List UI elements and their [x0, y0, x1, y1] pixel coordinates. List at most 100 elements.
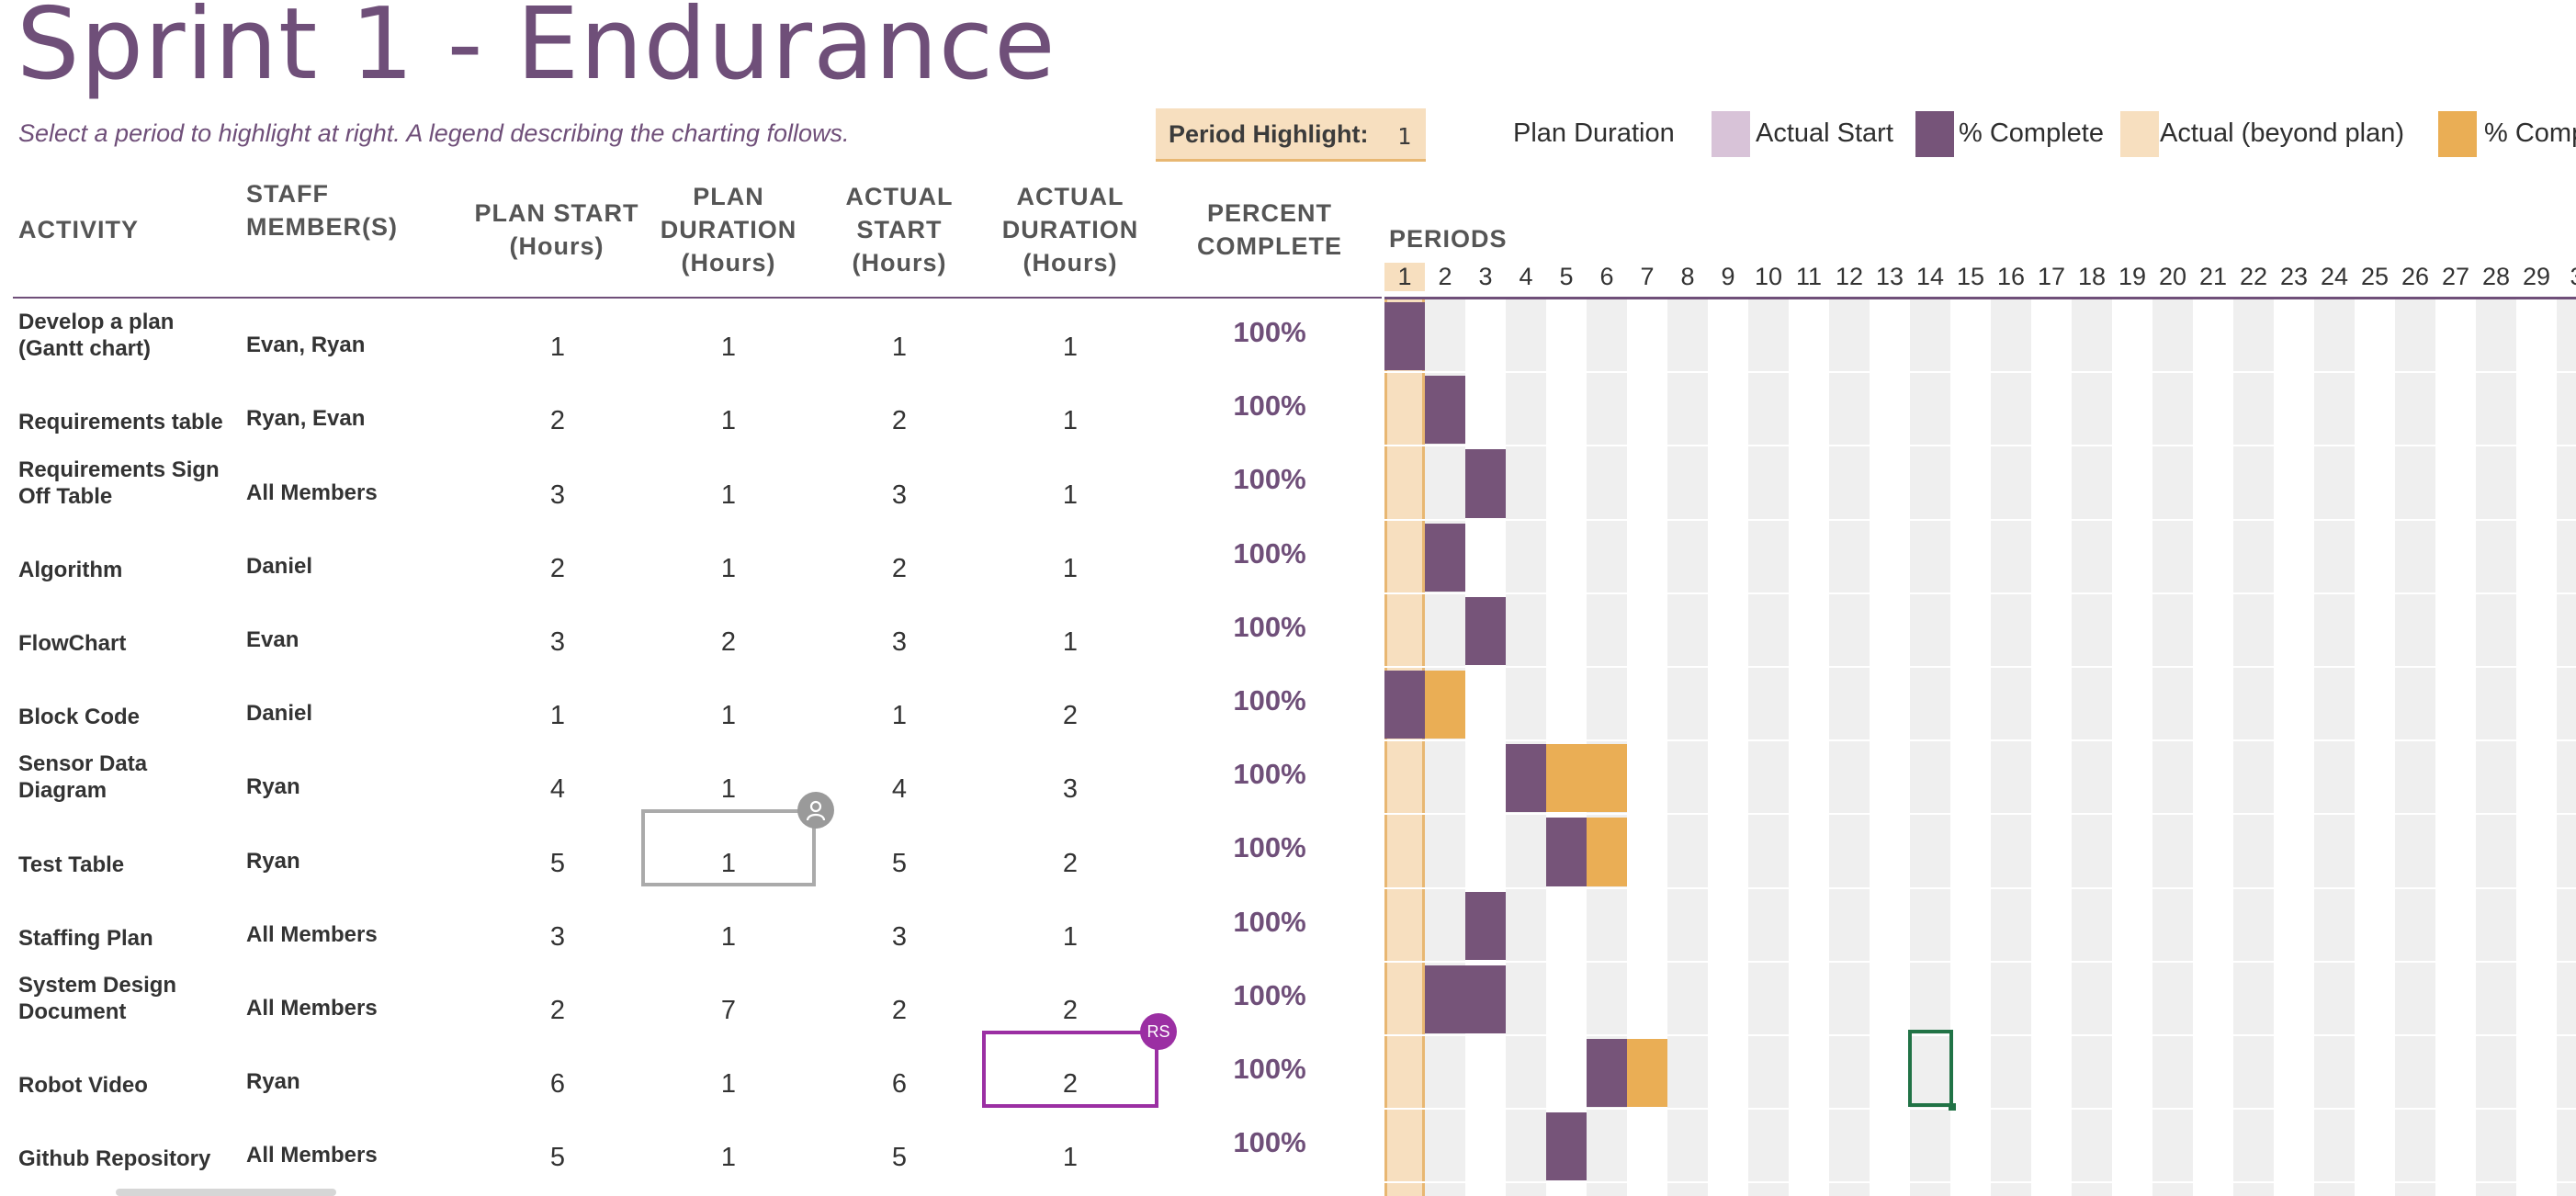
activity-name[interactable]: Requirements Sign Off Table — [18, 457, 220, 510]
staff-members[interactable]: Ryan, Evan — [246, 406, 366, 432]
actual-duration[interactable]: 1 — [1062, 1143, 1079, 1173]
percent-complete[interactable]: 100% — [1233, 831, 1306, 864]
plan-duration[interactable]: 1 — [720, 1069, 737, 1100]
actual-duration[interactable]: 3 — [1062, 774, 1079, 805]
actual-start[interactable]: 2 — [891, 553, 908, 583]
actual-duration[interactable]: 1 — [1062, 406, 1079, 436]
plan-start[interactable]: 6 — [549, 1069, 566, 1100]
plan-start[interactable]: 4 — [549, 774, 566, 805]
plan-start[interactable]: 3 — [549, 921, 566, 952]
period-number[interactable]: 21 — [2198, 263, 2228, 290]
gantt-bar-actual[interactable] — [1384, 302, 1425, 371]
activity-name[interactable]: Requirements table — [18, 409, 223, 435]
actual-start[interactable]: 3 — [891, 480, 908, 510]
period-number[interactable]: 6 — [1599, 263, 1614, 290]
activity-name[interactable]: Test Table — [18, 852, 124, 878]
period-number[interactable]: 3 — [2557, 263, 2576, 291]
period-number[interactable]: 22 — [2239, 263, 2268, 290]
period-number[interactable]: 5 — [1559, 263, 1574, 290]
period-number[interactable]: 18 — [2077, 263, 2107, 290]
gantt-bar-actual[interactable] — [1384, 671, 1425, 739]
gantt-bar-actual[interactable] — [1465, 596, 1506, 665]
period-highlight-box[interactable] — [1156, 108, 1426, 162]
period-number[interactable]: 8 — [1680, 263, 1695, 290]
actual-start[interactable]: 6 — [891, 1069, 908, 1100]
staff-members[interactable]: Evan — [246, 627, 299, 652]
staff-members[interactable]: Ryan — [246, 774, 300, 800]
staff-members[interactable]: Daniel — [246, 701, 313, 727]
period-number[interactable]: 4 — [1519, 263, 1533, 290]
period-number[interactable]: 15 — [1956, 263, 1985, 290]
actual-start[interactable]: 2 — [891, 406, 908, 436]
percent-complete[interactable]: 100% — [1233, 536, 1306, 570]
actual-duration[interactable]: 1 — [1062, 627, 1079, 657]
gantt-bar-actual[interactable] — [1546, 818, 1587, 886]
percent-complete[interactable]: 100% — [1233, 463, 1306, 496]
activity-name[interactable]: Algorithm — [18, 557, 122, 583]
period-number[interactable]: 12 — [1835, 263, 1864, 290]
gantt-bar-beyond-plan[interactable] — [1587, 818, 1627, 886]
staff-members[interactable]: Ryan — [246, 848, 300, 874]
plan-duration[interactable]: 1 — [720, 333, 737, 363]
gantt-bar-actual[interactable] — [1465, 449, 1506, 518]
actual-start[interactable]: 3 — [891, 627, 908, 657]
plan-duration[interactable]: 1 — [720, 1143, 737, 1173]
staff-members[interactable]: Evan, Ryan — [246, 333, 366, 358]
actual-duration[interactable]: 1 — [1062, 333, 1079, 363]
plan-start[interactable]: 2 — [549, 996, 566, 1025]
percent-complete[interactable]: 100% — [1233, 758, 1306, 791]
plan-duration[interactable]: 1 — [720, 701, 737, 731]
plan-start[interactable]: 3 — [549, 480, 566, 510]
period-number[interactable]: 14 — [1915, 263, 1945, 290]
percent-complete[interactable]: 100% — [1233, 684, 1306, 716]
plan-start[interactable]: 3 — [549, 627, 566, 657]
gantt-bar-actual[interactable] — [1506, 744, 1546, 813]
actual-start[interactable]: 4 — [891, 774, 908, 805]
period-number[interactable]: 26 — [2401, 263, 2430, 290]
percent-complete[interactable]: 100% — [1233, 905, 1306, 938]
activity-name[interactable]: System Design Document — [18, 972, 176, 1025]
actual-start[interactable]: 2 — [891, 996, 908, 1025]
actual-duration[interactable]: 1 — [1062, 921, 1079, 952]
comment-indicator-rs[interactable] — [982, 1031, 1158, 1108]
staff-members[interactable]: All Members — [246, 996, 378, 1021]
period-number[interactable]: 27 — [2441, 263, 2470, 290]
actual-duration[interactable]: 2 — [1062, 1069, 1079, 1100]
period-highlight-input[interactable]: 1 — [1397, 123, 1412, 150]
plan-duration[interactable]: 1 — [720, 480, 737, 510]
fill-handle[interactable] — [1949, 1103, 1956, 1111]
activity-name[interactable]: Staffing Plan — [18, 925, 153, 952]
plan-start[interactable]: 5 — [549, 848, 566, 878]
actual-start[interactable]: 1 — [891, 333, 908, 363]
activity-name[interactable]: Block Code — [18, 704, 140, 730]
plan-start[interactable]: 2 — [549, 406, 566, 436]
gantt-bar-actual[interactable] — [1465, 891, 1506, 960]
plan-duration[interactable]: 1 — [720, 406, 737, 436]
period-number[interactable]: 9 — [1721, 263, 1735, 290]
actual-duration[interactable]: 1 — [1062, 480, 1079, 510]
plan-start[interactable]: 1 — [549, 333, 566, 363]
plan-duration[interactable]: 1 — [720, 921, 737, 952]
activity-name[interactable]: Develop a plan (Gantt chart) — [18, 309, 174, 362]
gantt-bar-beyond-plan[interactable] — [1546, 744, 1627, 813]
staff-members[interactable]: All Members — [246, 480, 378, 505]
user-avatar-rs[interactable]: RS — [1140, 1013, 1177, 1050]
gantt-bar-actual[interactable] — [1425, 523, 1465, 592]
actual-start[interactable]: 1 — [891, 701, 908, 731]
actual-start[interactable]: 5 — [891, 1143, 908, 1173]
staff-members[interactable]: Daniel — [246, 553, 313, 579]
comment-indicator[interactable] — [641, 809, 816, 886]
actual-start[interactable]: 3 — [891, 921, 908, 952]
period-number[interactable]: 2 — [1438, 263, 1452, 290]
period-number[interactable]: 16 — [1996, 263, 2026, 290]
plan-duration[interactable]: 7 — [720, 996, 737, 1025]
percent-complete[interactable]: 100% — [1233, 978, 1306, 1011]
gantt-bar-actual[interactable] — [1546, 1112, 1587, 1181]
percent-complete[interactable]: 100% — [1233, 610, 1306, 643]
period-number[interactable]: 13 — [1875, 263, 1904, 290]
percent-complete[interactable]: 100% — [1233, 316, 1306, 348]
plan-duration[interactable]: 1 — [720, 848, 737, 878]
percent-complete[interactable]: 100% — [1233, 1053, 1306, 1085]
period-number[interactable]: 23 — [2279, 263, 2309, 290]
period-number[interactable]: 7 — [1640, 263, 1655, 290]
